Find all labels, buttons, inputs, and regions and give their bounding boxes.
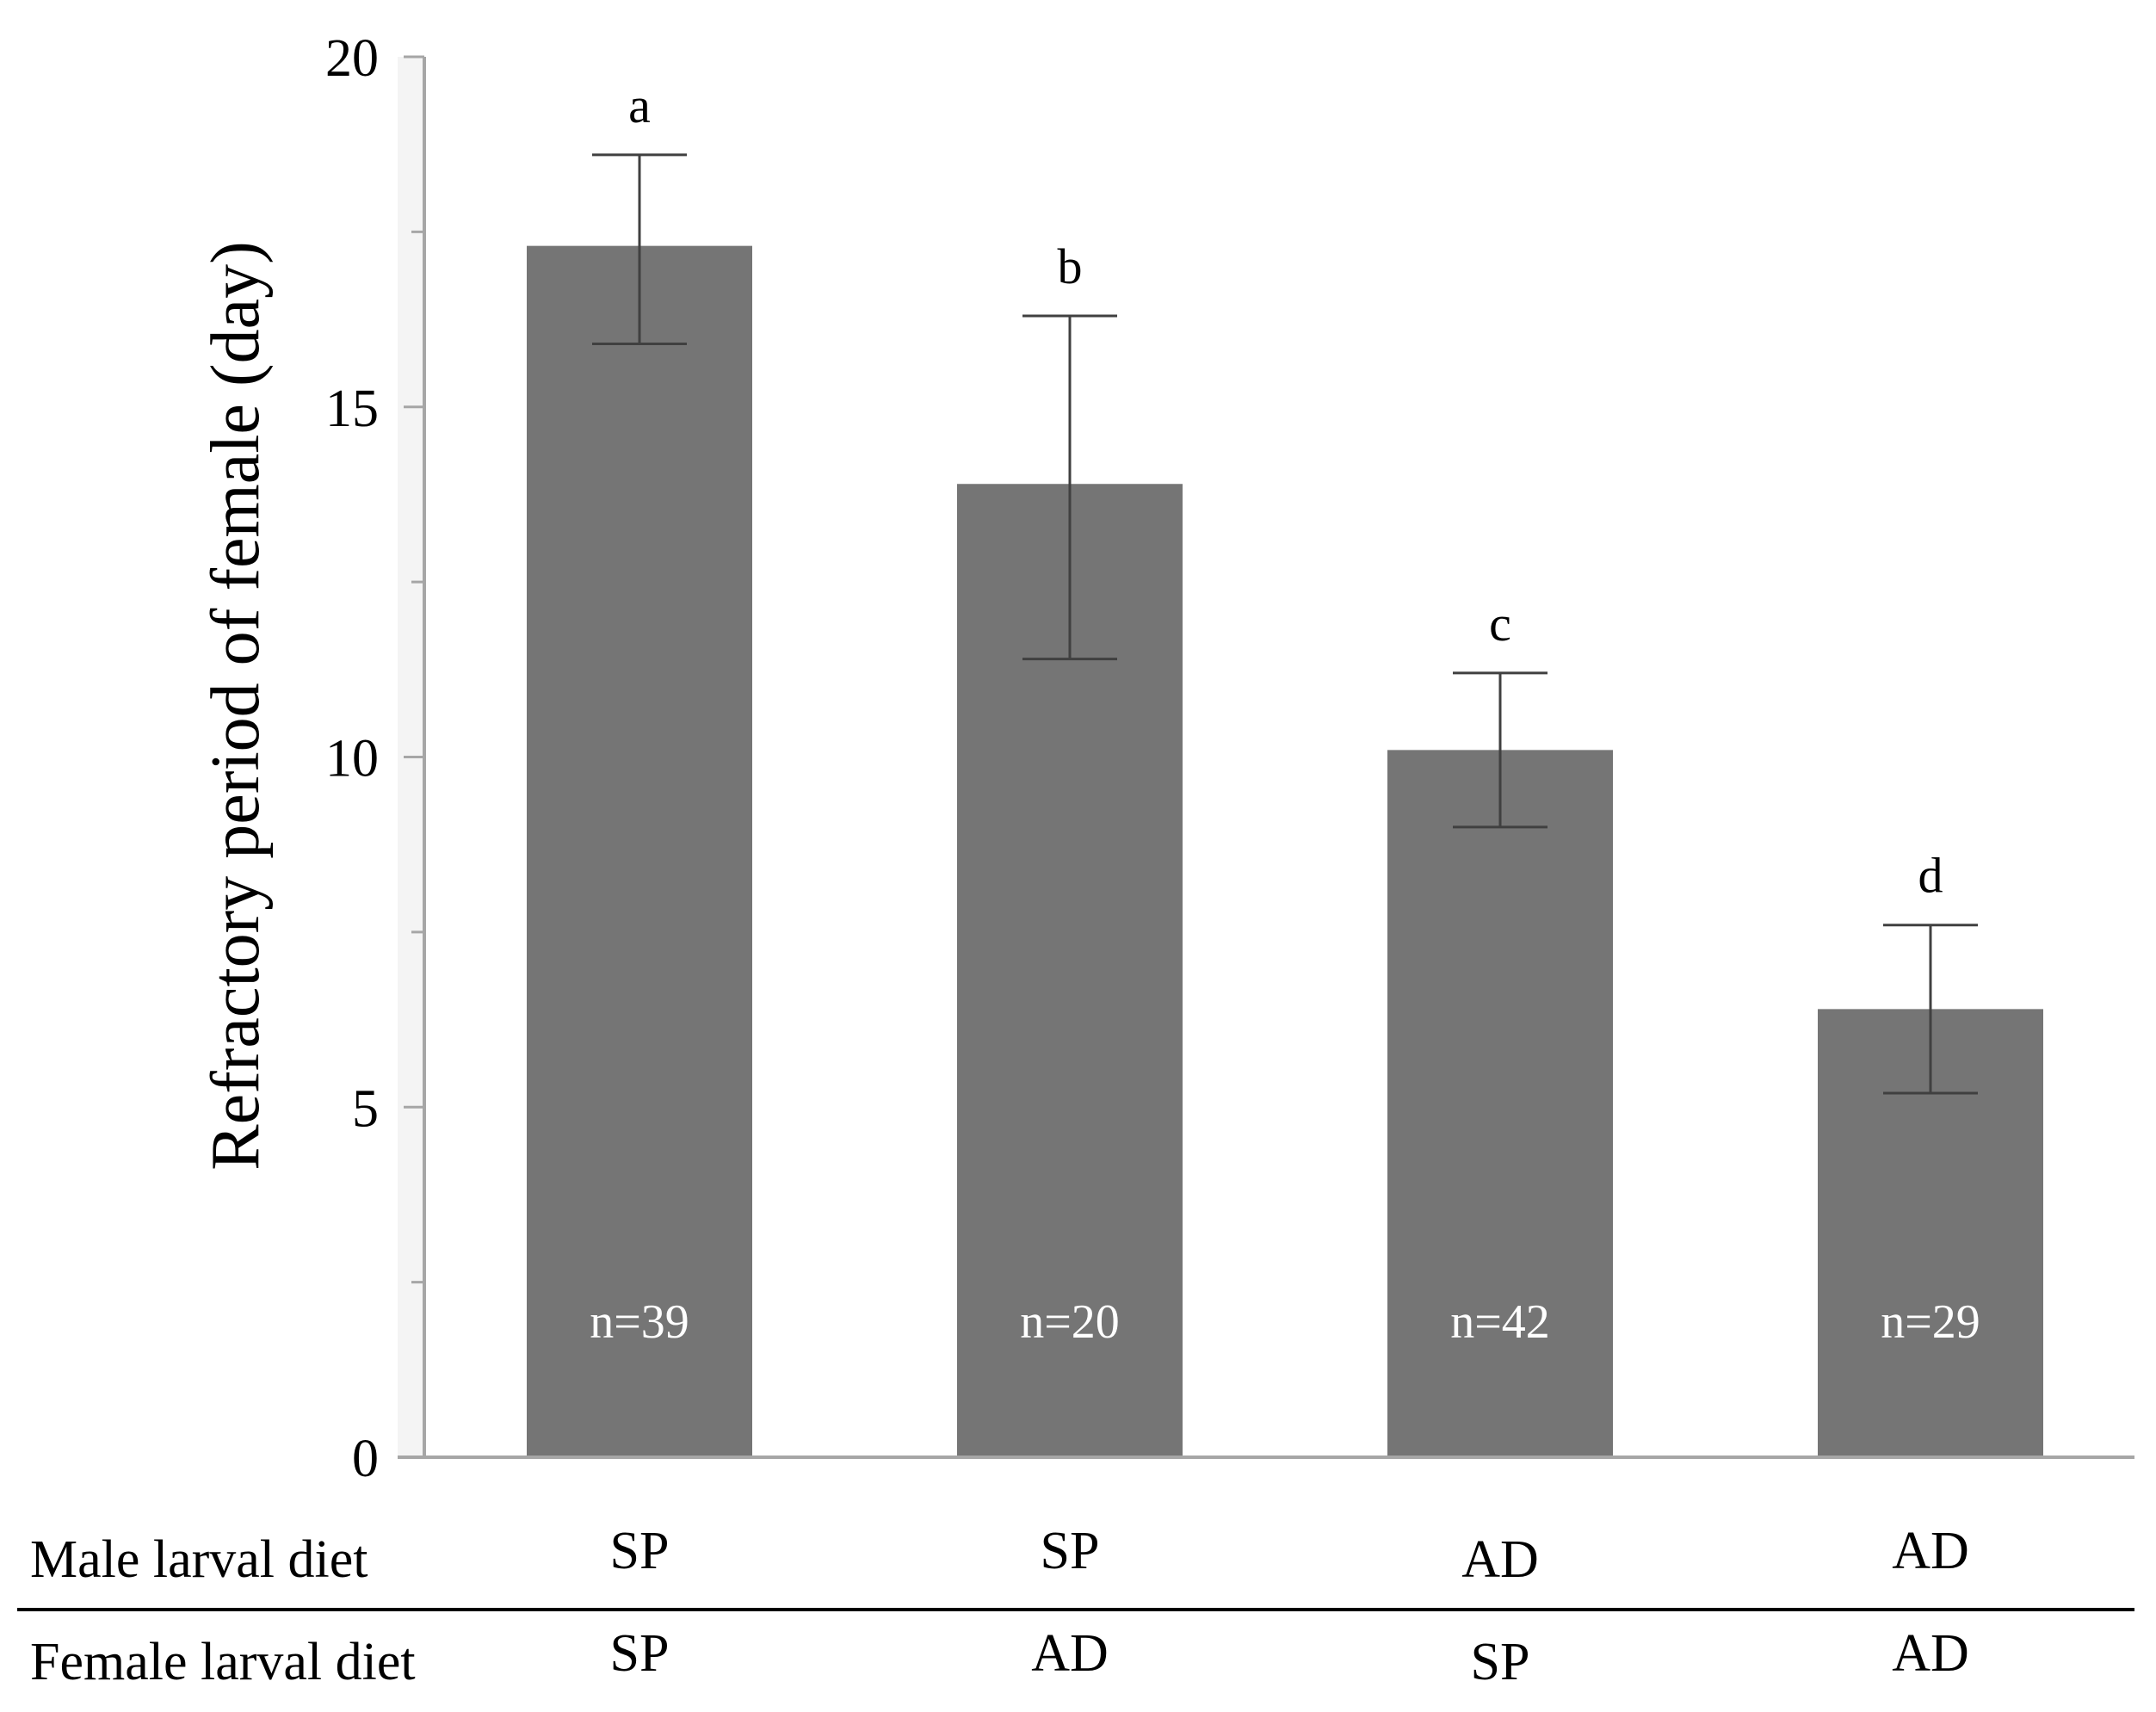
sample-size-label-3: n=42 (1450, 1295, 1550, 1349)
y-tick-label: 20 (325, 29, 379, 88)
error-bar-2 (1022, 314, 1117, 661)
female-diet-value-2: AD (1031, 1624, 1109, 1683)
sample-size-labels-group: n=39 n=20 n=42 n=29 (590, 1295, 1980, 1349)
significance-letter-1: a (628, 77, 651, 133)
bar-1 (527, 245, 752, 1457)
sample-size-label-1: n=39 (590, 1295, 689, 1349)
significance-letter-3: c (1489, 596, 1511, 652)
y-ticks-group: 0 5 10 15 20 (325, 29, 424, 1488)
male-diet-value-4: AD (1892, 1522, 1969, 1580)
significance-letter-2: b (1058, 238, 1083, 294)
error-bar-4 (1883, 924, 1978, 1095)
bar-3 (1387, 750, 1613, 1457)
male-diet-value-2: SP (1041, 1522, 1100, 1580)
y-tick-label: 5 (352, 1079, 379, 1138)
y-tick-label: 0 (352, 1430, 379, 1488)
female-larval-diet-label: Female larval diet (30, 1633, 416, 1691)
female-diet-value-3: SP (1471, 1633, 1530, 1691)
factor-table: Male larval diet SP SP AD AD Female larval di… (17, 1522, 2134, 1691)
female-diet-value-4: AD (1892, 1624, 1969, 1683)
male-diet-value-3: AD (1461, 1530, 1539, 1589)
error-bar-3 (1453, 671, 1548, 829)
female-diet-value-1: SP (610, 1624, 670, 1683)
sample-size-label-4: n=29 (1881, 1295, 1980, 1349)
y-axis-label: Refractory period of female (day) (198, 241, 274, 1170)
male-larval-diet-label: Male larval diet (30, 1530, 368, 1589)
male-diet-value-1: SP (610, 1522, 670, 1580)
bars-group (527, 245, 2043, 1457)
y-tick-label: 15 (325, 380, 379, 438)
sample-size-label-2: n=20 (1020, 1295, 1120, 1349)
error-bar-1 (592, 153, 687, 346)
y-tick-label: 10 (325, 730, 379, 788)
error-bars-group (592, 153, 1978, 1095)
significance-letter-4: d (1918, 848, 1943, 904)
significance-letters-group: a b c d (628, 77, 1943, 904)
